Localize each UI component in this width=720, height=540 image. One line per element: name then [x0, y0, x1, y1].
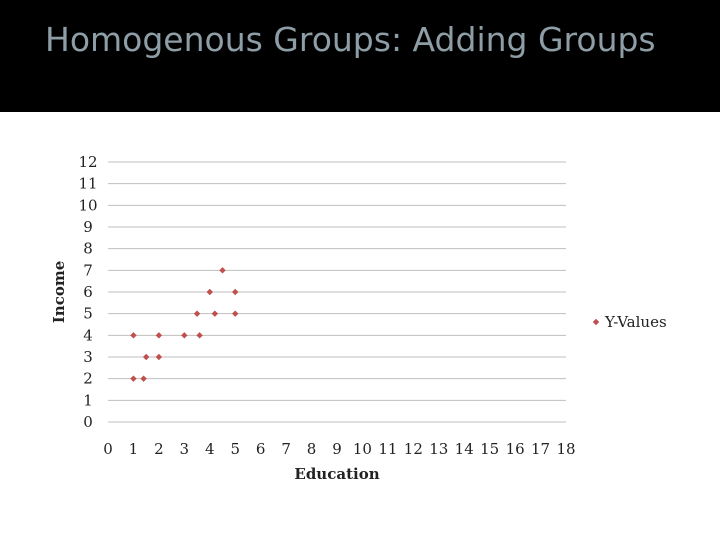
x-tick-label: 7 — [281, 440, 291, 458]
x-tick-label: 18 — [556, 440, 575, 458]
data-point — [232, 288, 239, 296]
data-point — [130, 375, 137, 382]
x-tick-label: 9 — [332, 440, 342, 458]
x-tick-label: 3 — [180, 440, 190, 458]
slide-title: Homogenous Groups: Adding Groups — [45, 20, 656, 59]
data-point — [181, 332, 188, 339]
data-point — [206, 288, 213, 296]
x-tick-label: 1 — [129, 440, 139, 458]
x-tick-label: 10 — [353, 440, 372, 458]
gridlines — [108, 161, 566, 423]
y-tick-label: 4 — [83, 326, 93, 344]
y-tick-label: 5 — [83, 305, 93, 323]
x-tick-label: 12 — [404, 440, 423, 458]
y-axis-label: Income — [50, 261, 68, 323]
x-tick-label: 11 — [378, 440, 397, 458]
y-tick-label: 8 — [83, 240, 93, 258]
x-tick-label: 17 — [531, 440, 550, 458]
x-tick-label: 6 — [256, 440, 266, 458]
y-tick-label: 2 — [83, 370, 93, 388]
y-tick-label: 10 — [78, 196, 97, 214]
data-point — [142, 353, 150, 361]
x-tick-label: 5 — [230, 440, 240, 458]
x-tick-label: 8 — [307, 440, 317, 458]
y-tick-label: 1 — [83, 391, 93, 409]
legend: Y-Values — [592, 313, 667, 331]
data-point — [130, 332, 137, 339]
x-tick-label: 14 — [455, 440, 474, 458]
data-point — [211, 310, 219, 317]
data-point — [155, 332, 163, 339]
data-point — [140, 375, 147, 382]
data-point — [232, 310, 239, 317]
y-tick-label: 12 — [78, 153, 97, 171]
x-tick-label: 4 — [205, 440, 215, 458]
data-point — [193, 310, 201, 317]
x-axis-ticks: 0 1 2 3 4 5 6 7 8 9 10 11 12 13 14 15 16 17 18 — [103, 440, 575, 458]
y-tick-label: 9 — [83, 218, 93, 236]
y-tick-label: 11 — [78, 175, 97, 193]
y-tick-label: 6 — [83, 283, 93, 301]
data-points — [130, 267, 239, 382]
x-tick-label: 16 — [506, 440, 525, 458]
title-bar: Homogenous Groups: Adding Groups — [0, 0, 720, 112]
data-point — [219, 267, 226, 274]
data-point — [196, 332, 203, 339]
x-tick-label: 2 — [154, 440, 164, 458]
y-tick-label: 7 — [83, 261, 93, 279]
legend-label-y-values: Y-Values — [604, 313, 667, 331]
legend-marker — [592, 318, 600, 326]
y-tick-label: 0 — [83, 413, 93, 431]
x-axis-label: Education — [294, 465, 379, 483]
data-point — [155, 353, 163, 361]
legend-diamond-icon — [592, 318, 600, 326]
x-tick-label: 0 — [103, 440, 113, 458]
y-tick-label: 3 — [83, 348, 93, 366]
x-tick-label: 15 — [480, 440, 499, 458]
x-tick-label: 13 — [429, 440, 448, 458]
